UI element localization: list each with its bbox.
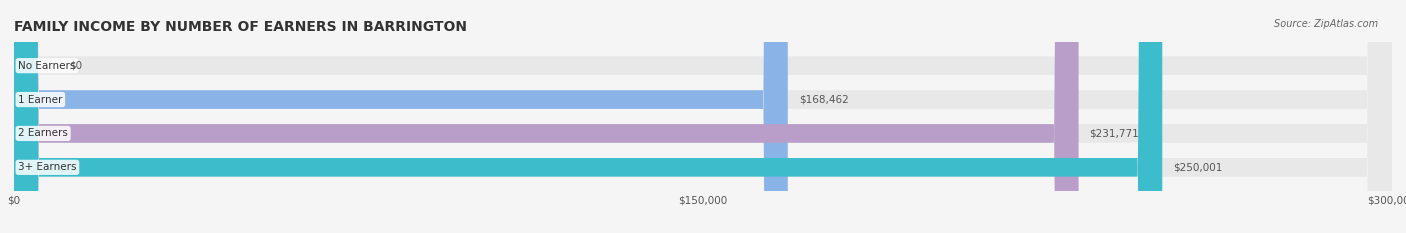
- FancyBboxPatch shape: [14, 0, 1078, 233]
- FancyBboxPatch shape: [14, 0, 1392, 233]
- Text: 1 Earner: 1 Earner: [18, 95, 63, 105]
- FancyBboxPatch shape: [14, 0, 1163, 233]
- FancyBboxPatch shape: [14, 0, 1392, 233]
- FancyBboxPatch shape: [14, 0, 787, 233]
- Text: $0: $0: [69, 61, 83, 71]
- Text: $250,001: $250,001: [1174, 162, 1223, 172]
- Text: FAMILY INCOME BY NUMBER OF EARNERS IN BARRINGTON: FAMILY INCOME BY NUMBER OF EARNERS IN BA…: [14, 20, 467, 34]
- Text: 2 Earners: 2 Earners: [18, 128, 67, 138]
- FancyBboxPatch shape: [14, 0, 1392, 233]
- Text: Source: ZipAtlas.com: Source: ZipAtlas.com: [1274, 19, 1378, 29]
- Text: 3+ Earners: 3+ Earners: [18, 162, 77, 172]
- Text: $231,771: $231,771: [1090, 128, 1139, 138]
- FancyBboxPatch shape: [14, 0, 1392, 233]
- Text: $168,462: $168,462: [799, 95, 849, 105]
- Text: No Earners: No Earners: [18, 61, 76, 71]
